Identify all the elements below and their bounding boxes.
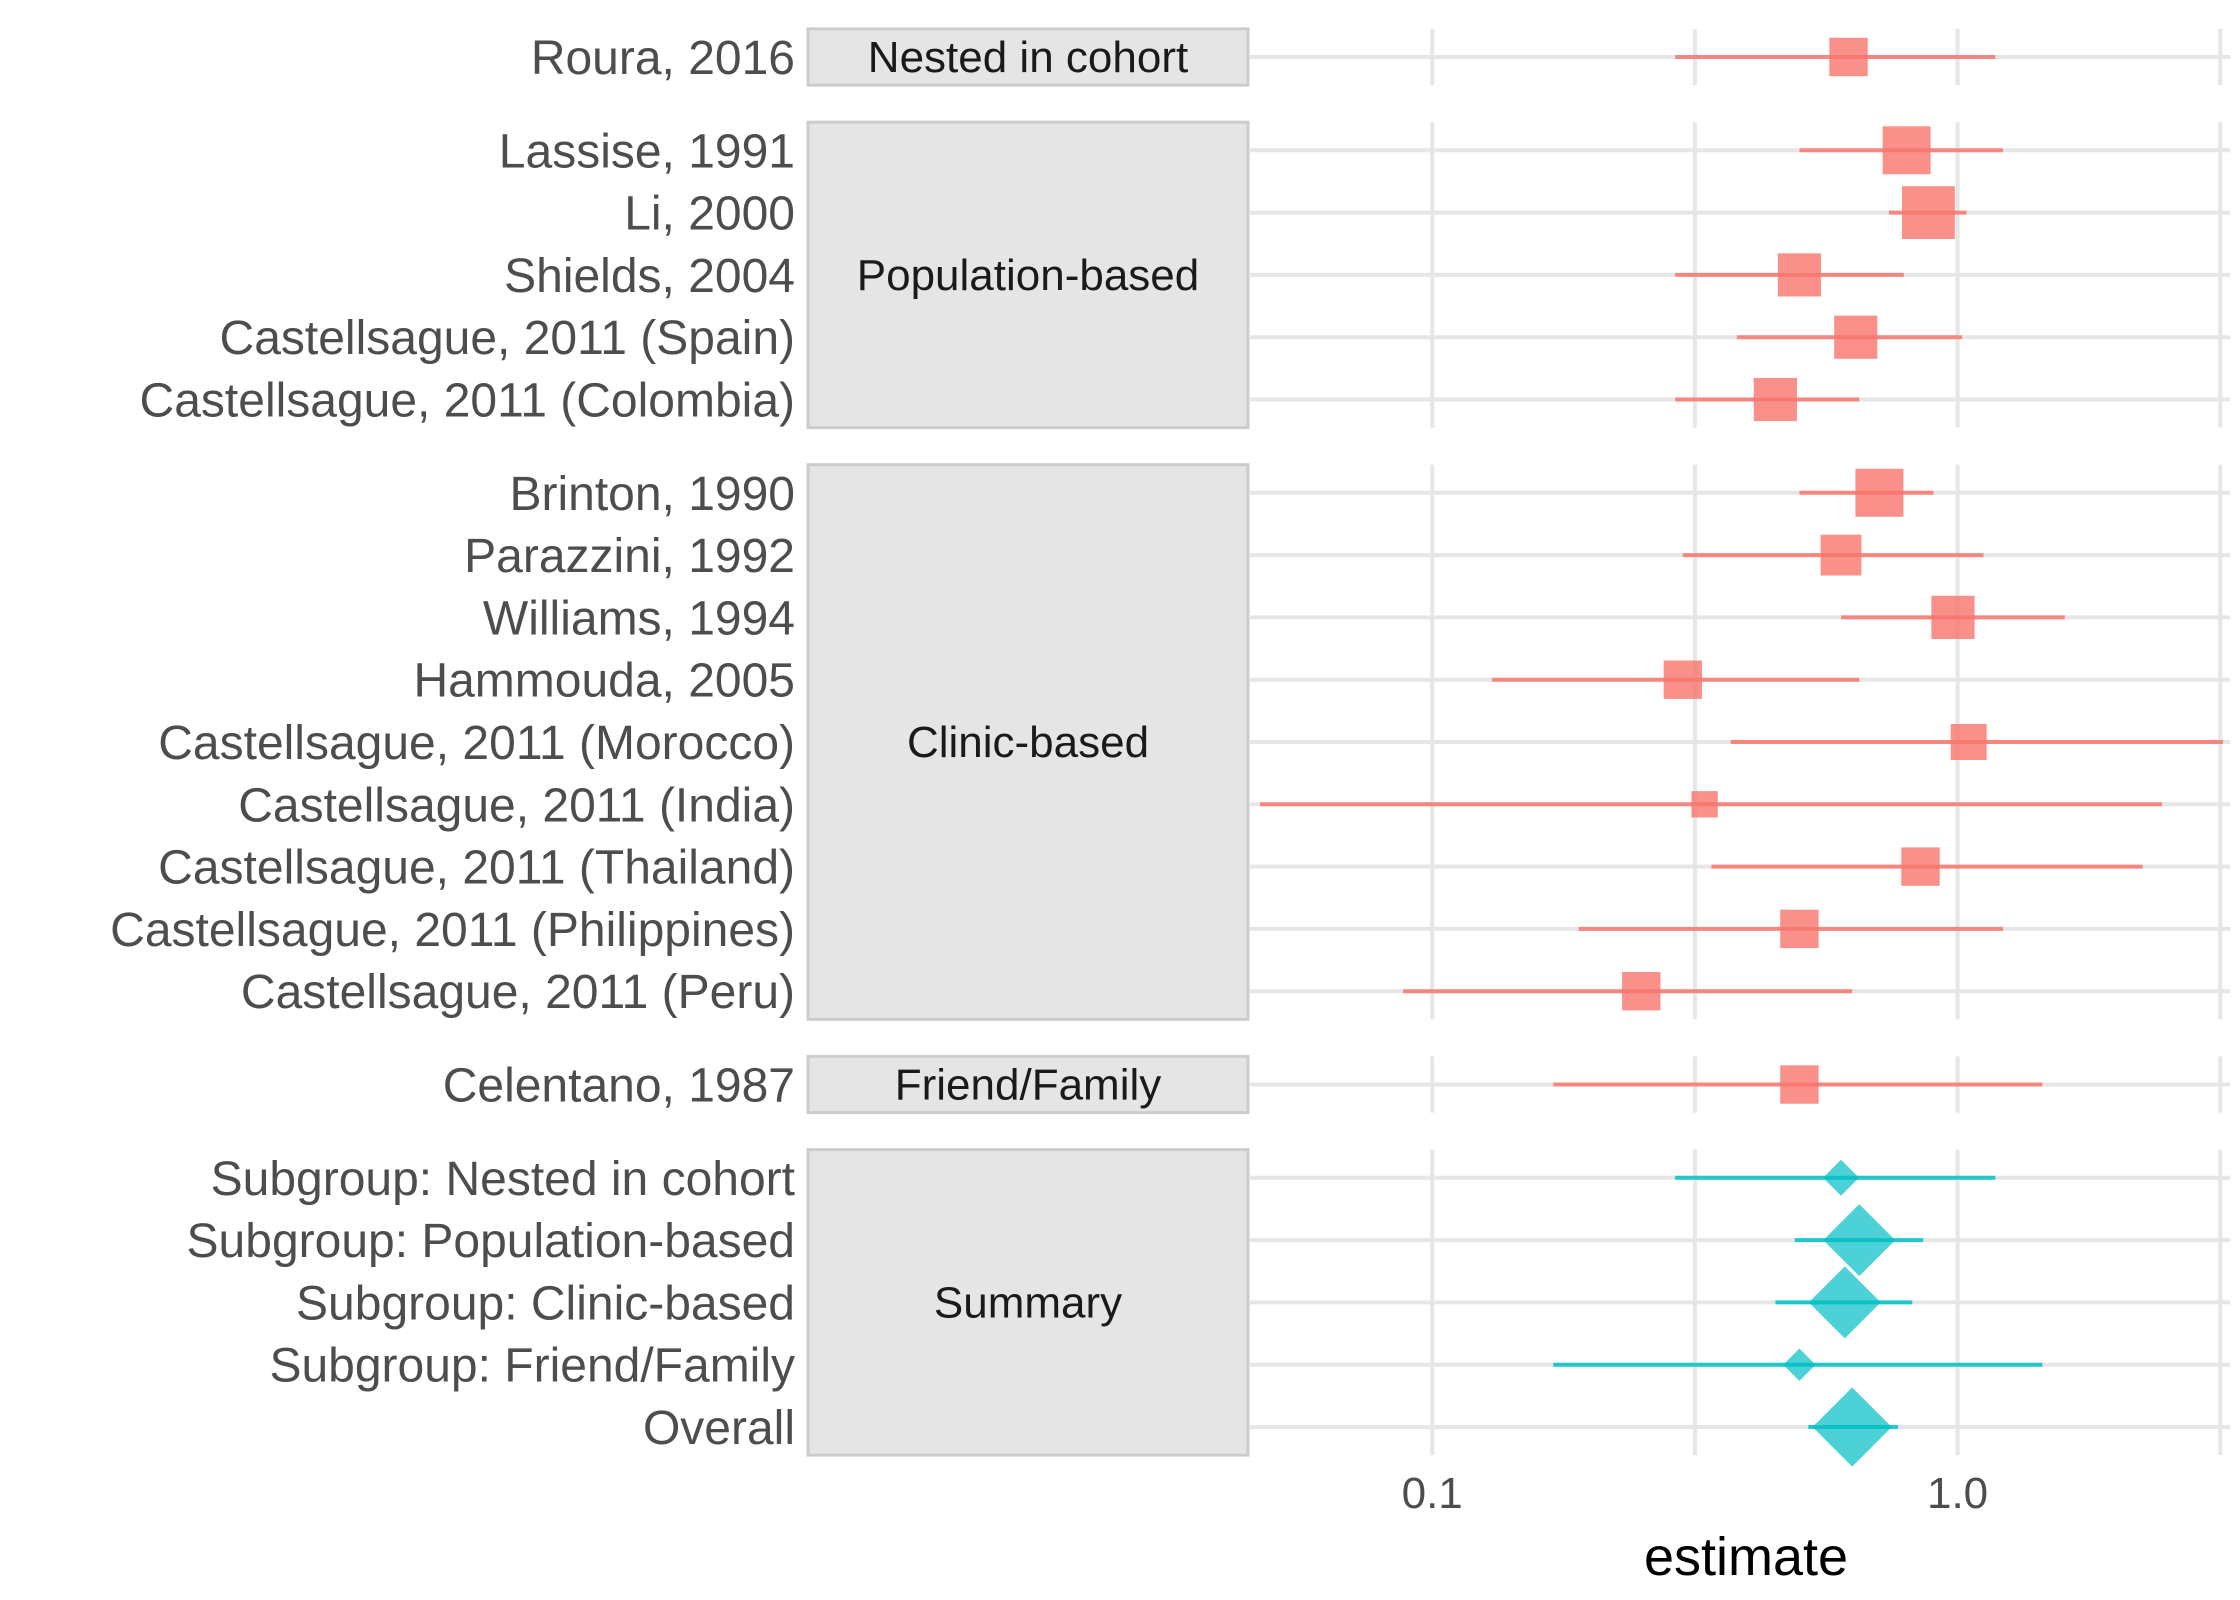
row-label: Castellsague, 2011 (Peru) (241, 966, 795, 1019)
row-label: Shields, 2004 (504, 250, 795, 303)
panel-strip (806, 1054, 1250, 1115)
row-label: Castellsague, 2011 (Colombia) (140, 375, 795, 428)
panel-strip (806, 27, 1250, 87)
panel-strip-label: Summary (934, 1278, 1122, 1327)
point-estimate-square (1753, 377, 1797, 422)
row-label: Lassise, 1991 (499, 125, 795, 178)
row-label: Subgroup: Clinic-based (296, 1277, 795, 1330)
point-estimate-square (1882, 126, 1931, 175)
row-label: Castellsague, 2011 (Spain) (220, 312, 795, 365)
panel-strip (806, 463, 1250, 1021)
summary-diamond (1808, 1266, 1881, 1339)
row-label: Williams, 1994 (483, 592, 795, 645)
x-tick-label: 1.0 (1927, 1469, 1988, 1518)
x-axis-title: estimate (1644, 1527, 1848, 1587)
x-axis: 0.1 1.0 (1402, 1469, 1989, 1518)
summary-diamond (1812, 1387, 1892, 1467)
summary-diamond (1823, 1159, 1860, 1196)
panel-strip (806, 120, 1250, 430)
point-estimate-square (1780, 909, 1819, 949)
panel-strip-label: Friend/Family (895, 1061, 1162, 1110)
point-estimate-square (1829, 37, 1868, 77)
point-estimate-square (1622, 972, 1661, 1011)
point-estimate-square (1777, 253, 1822, 297)
point-estimate-square (1901, 847, 1940, 886)
point-estimate-square (1663, 660, 1703, 699)
point-estimate-square (1820, 534, 1862, 576)
row-label: Li, 2000 (624, 188, 795, 241)
point-estimate-square (1931, 595, 1975, 639)
panel-strip-label: Population-based (857, 251, 1199, 300)
row-label: Subgroup: Friend/Family (269, 1340, 795, 1393)
summary-diamond (1823, 1204, 1896, 1277)
row-label: Castellsague, 2011 (Thailand) (158, 842, 795, 895)
panel-strip (806, 1148, 1250, 1457)
panel-strips: Nested in cohort Population-based Clinic-b… (806, 27, 1250, 1457)
panel-strip-label: Clinic-based (907, 718, 1149, 767)
row-label: Brinton, 1990 (509, 468, 795, 521)
row-label: Roura, 2016 (531, 32, 795, 85)
point-estimate-square (1780, 1065, 1819, 1104)
row-label: Overall (643, 1402, 795, 1455)
row-label: Celentano, 1987 (443, 1060, 795, 1113)
row-label: Subgroup: Population-based (187, 1215, 795, 1268)
row-label: Castellsague, 2011 (India) (238, 779, 795, 832)
row-label: Parazzini, 1992 (464, 530, 795, 583)
point-estimate-square (1902, 186, 1955, 239)
point-estimate-square (1855, 468, 1904, 517)
row-label: Subgroup: Nested in cohort (211, 1153, 795, 1206)
row-label: Castellsague, 2011 (Philippines) (110, 904, 795, 957)
summary-diamond (1783, 1348, 1816, 1381)
x-tick-label: 0.1 (1402, 1469, 1463, 1518)
row-label: Castellsague, 2011 (Morocco) (158, 717, 795, 770)
plot-rows: Roura, 2016 Lassise, 1991 Li, 2000 Shields,… (110, 32, 2223, 1467)
point-estimate-square (1950, 724, 1987, 760)
point-estimate-square (1691, 791, 1718, 818)
row-label: Hammouda, 2005 (413, 655, 795, 708)
point-estimate-square (1834, 315, 1878, 359)
panel-strip-label: Nested in cohort (868, 33, 1188, 82)
